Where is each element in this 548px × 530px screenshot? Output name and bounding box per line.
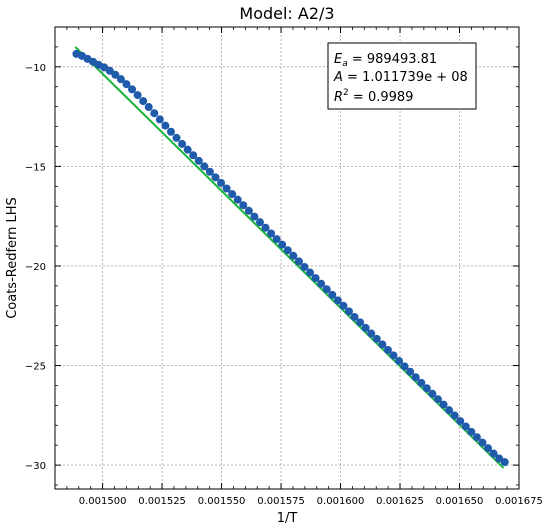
data-point bbox=[233, 195, 242, 204]
data-point bbox=[367, 329, 376, 338]
x-tick-labels: 0.001500 0.001525 0.001550 0.001575 0.001600… bbox=[79, 496, 543, 507]
chart-title: Model: A2/3 bbox=[239, 4, 334, 23]
y-tick-labels: −10 −15 −20 −25 −30 bbox=[25, 63, 46, 472]
data-point bbox=[222, 184, 231, 193]
data-point bbox=[467, 427, 476, 436]
x-tick-label: 0.001675 bbox=[495, 496, 543, 507]
data-point bbox=[439, 400, 448, 409]
x-tick-label: 0.001575 bbox=[257, 496, 305, 507]
data-point bbox=[500, 458, 509, 467]
data-point bbox=[267, 229, 276, 238]
data-point bbox=[211, 173, 220, 182]
annotation-a: A = 1.011739e + 08 bbox=[333, 70, 468, 85]
data-point bbox=[194, 156, 203, 165]
fit-line bbox=[74, 46, 505, 469]
data-point bbox=[139, 97, 148, 106]
data-point bbox=[344, 307, 353, 316]
data-point bbox=[406, 367, 415, 376]
data-points bbox=[72, 49, 509, 467]
data-point bbox=[133, 91, 142, 100]
data-point bbox=[122, 80, 131, 89]
data-point bbox=[372, 334, 381, 343]
data-point bbox=[300, 262, 309, 271]
data-point bbox=[294, 257, 303, 266]
data-point bbox=[111, 70, 120, 79]
x-tick-label: 0.001625 bbox=[376, 496, 424, 507]
annotation-ea: Ea = 989493.81 bbox=[334, 52, 437, 69]
x-tick-label: 0.001525 bbox=[138, 496, 186, 507]
data-point bbox=[333, 296, 342, 305]
data-point bbox=[361, 323, 370, 332]
data-point bbox=[461, 422, 470, 431]
fit-line-layer bbox=[74, 46, 505, 469]
data-point bbox=[128, 85, 137, 94]
data-point bbox=[200, 162, 209, 171]
x-tick-label: 0.001650 bbox=[436, 496, 484, 507]
data-point bbox=[166, 127, 175, 136]
data-point bbox=[311, 274, 320, 283]
data-point bbox=[411, 373, 420, 382]
data-point bbox=[456, 417, 465, 426]
data-point bbox=[155, 115, 164, 124]
y-tick-label: −30 bbox=[25, 461, 46, 472]
y-tick-label: −25 bbox=[25, 362, 46, 373]
data-point bbox=[489, 449, 498, 458]
data-point bbox=[400, 362, 409, 371]
y-tick-label: −15 bbox=[25, 162, 46, 173]
data-point bbox=[116, 75, 125, 84]
y-tick-label: −10 bbox=[25, 63, 46, 74]
data-point bbox=[283, 246, 292, 255]
plot-frame bbox=[54, 26, 520, 490]
data-point bbox=[422, 384, 431, 393]
y-tick-label: −20 bbox=[25, 262, 46, 273]
data-point bbox=[189, 151, 198, 160]
data-point bbox=[172, 133, 181, 142]
data-point bbox=[205, 167, 214, 176]
data-point bbox=[395, 356, 404, 365]
data-point bbox=[289, 251, 298, 260]
data-point bbox=[272, 235, 281, 244]
x-tick-label: 0.001600 bbox=[317, 496, 365, 507]
annotation-r2: R2 = 0.9989 bbox=[334, 88, 413, 105]
data-point bbox=[317, 279, 326, 288]
y-axis-title: Coats-Redfern LHS bbox=[5, 197, 20, 319]
data-point bbox=[472, 433, 481, 442]
data-point bbox=[217, 178, 226, 187]
data-point bbox=[433, 395, 442, 404]
data-point bbox=[239, 201, 248, 210]
data-point bbox=[478, 438, 487, 447]
data-point bbox=[445, 406, 454, 415]
data-point bbox=[250, 212, 259, 221]
data-point bbox=[244, 206, 253, 215]
data-point bbox=[150, 109, 159, 118]
data-point bbox=[161, 121, 170, 130]
x-axis-title: 1/T bbox=[277, 511, 298, 526]
x-tick-label: 0.001550 bbox=[198, 496, 246, 507]
data-point bbox=[417, 378, 426, 387]
x-tick-label: 0.001500 bbox=[79, 496, 127, 507]
data-point bbox=[322, 285, 331, 294]
data-point bbox=[261, 223, 270, 232]
data-point bbox=[339, 301, 348, 310]
annotation-box: Ea = 989493.81 A = 1.011739e + 08 R2 = 0… bbox=[327, 42, 477, 110]
data-point bbox=[356, 318, 365, 327]
data-point bbox=[378, 340, 387, 349]
data-point bbox=[383, 346, 392, 355]
data-point bbox=[183, 145, 192, 154]
data-point bbox=[350, 312, 359, 321]
data-point bbox=[278, 240, 287, 249]
data-point bbox=[328, 290, 337, 299]
data-point bbox=[255, 218, 264, 227]
data-point bbox=[178, 139, 187, 148]
data-point bbox=[450, 411, 459, 420]
data-point bbox=[428, 389, 437, 398]
data-point bbox=[484, 444, 493, 453]
data-point bbox=[144, 103, 153, 112]
data-point bbox=[389, 351, 398, 360]
data-point bbox=[228, 190, 237, 199]
data-point bbox=[105, 66, 114, 75]
data-point bbox=[306, 268, 315, 277]
